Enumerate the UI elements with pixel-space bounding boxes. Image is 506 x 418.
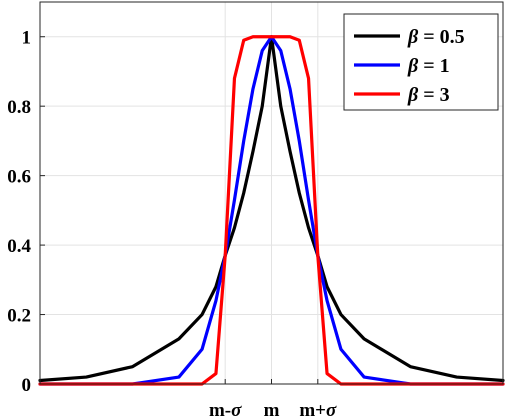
x-axis: m-σ m m+σ: [209, 379, 337, 418]
x-tick-label: m: [264, 400, 280, 418]
y-tick-label: 0: [22, 375, 32, 396]
legend-label-1: β = 0.5: [407, 26, 465, 48]
legend-label-3: β = 3: [407, 84, 450, 106]
x-tick-label: m-σ: [209, 400, 242, 418]
y-tick-label: 0.2: [7, 306, 31, 327]
y-tick-label: 0.8: [7, 97, 31, 118]
y-tick-label: 0.6: [7, 167, 31, 188]
x-tick-label: m+σ: [299, 400, 337, 418]
legend: β = 0.5 β = 1 β = 3: [343, 13, 499, 111]
y-axis: 0 0.2 0.4 0.6 0.8 1: [7, 28, 45, 396]
legend-label-2: β = 1: [407, 55, 450, 77]
y-tick-label: 1: [22, 28, 32, 49]
y-tick-label: 0.4: [7, 236, 31, 257]
